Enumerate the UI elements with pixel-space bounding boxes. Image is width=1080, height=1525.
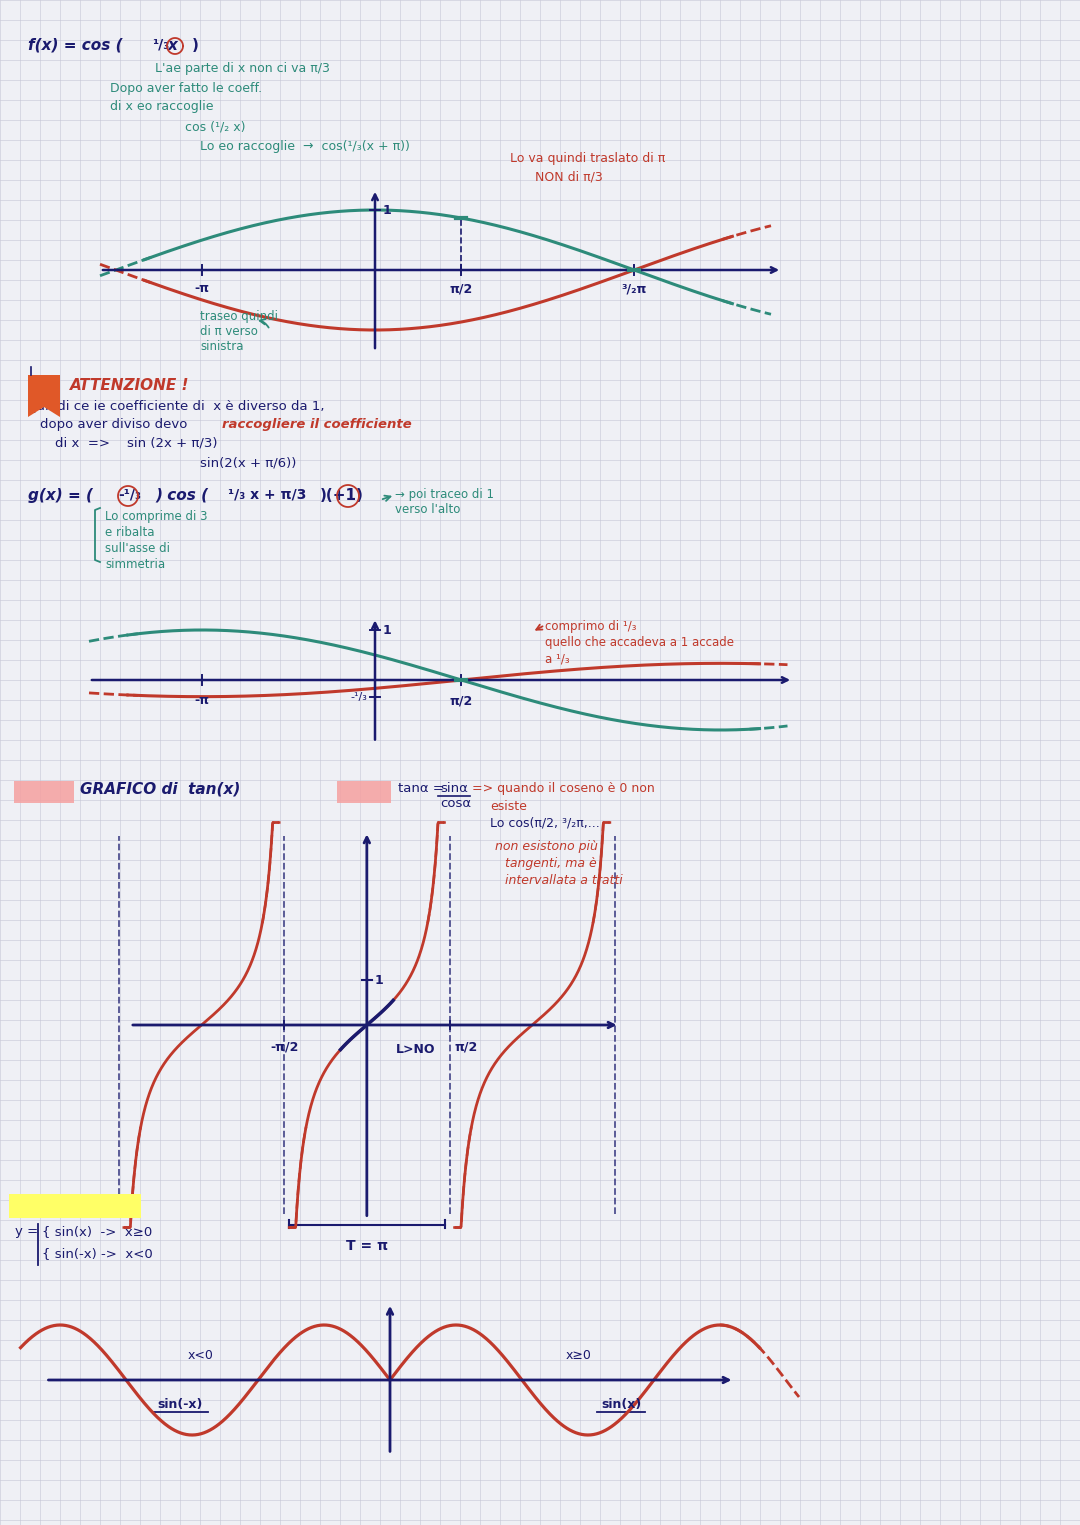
Text: 1: 1 (375, 973, 383, 987)
Text: di x  =>    sin (2x + π/3): di x => sin (2x + π/3) (55, 436, 217, 448)
Text: tanα =: tanα = (399, 782, 444, 795)
Text: { sin(x)  ->  x≥0: { sin(x) -> x≥0 (42, 1225, 152, 1238)
Text: ¹/₃ x + π/3: ¹/₃ x + π/3 (228, 488, 307, 502)
Text: intervallata a tratti: intervallata a tratti (505, 874, 623, 888)
Text: tangenti, ma è: tangenti, ma è (505, 857, 597, 869)
Text: GRAFICO di  tan(x): GRAFICO di tan(x) (80, 782, 241, 798)
Text: cos (¹/₂ x): cos (¹/₂ x) (185, 120, 245, 133)
Text: verso l'alto: verso l'alto (395, 503, 460, 515)
Text: Dopo aver fatto le coeff.: Dopo aver fatto le coeff. (110, 82, 262, 95)
Text: a ¹/₃: a ¹/₃ (545, 653, 569, 665)
Text: ¹/₃: ¹/₃ (152, 38, 170, 52)
Text: non esistono più: non esistono più (495, 840, 598, 852)
FancyBboxPatch shape (14, 781, 75, 804)
Text: -π: -π (194, 694, 210, 708)
Text: T = π: T = π (346, 1240, 388, 1254)
Text: 1: 1 (383, 624, 392, 636)
Text: traseo quindi: traseo quindi (200, 310, 278, 323)
Text: → poi traceo di 1: → poi traceo di 1 (395, 488, 494, 502)
Text: ³/₂π: ³/₂π (621, 282, 647, 294)
Text: e ribalta: e ribalta (105, 526, 154, 538)
Text: Lo comprime di 3: Lo comprime di 3 (105, 509, 207, 523)
Text: raccogliere il coefficiente: raccogliere il coefficiente (222, 418, 411, 432)
Text: x≥0: x≥0 (566, 1350, 592, 1362)
Text: ATTENZIONE !: ATTENZIONE ! (70, 378, 189, 393)
Text: comprimo di ¹/₃: comprimo di ¹/₃ (545, 621, 636, 633)
Text: ): ) (192, 38, 199, 53)
Text: -¹/₃: -¹/₃ (350, 692, 367, 702)
Text: f(x) = cos (: f(x) = cos ( (28, 38, 123, 53)
Text: sin(2(x + π/6)): sin(2(x + π/6)) (200, 456, 296, 470)
Text: π/2: π/2 (449, 694, 473, 708)
Text: NON di π/3: NON di π/3 (535, 169, 603, 183)
Text: Lo va quindi traslato di π: Lo va quindi traslato di π (510, 152, 665, 165)
Text: -¹/₃: -¹/₃ (118, 488, 141, 502)
Text: L'ae parte di x non ci va π/3: L'ae parte di x non ci va π/3 (156, 63, 329, 75)
Text: cosα: cosα (440, 798, 471, 810)
Text: y = sin |x|: y = sin |x| (12, 1196, 105, 1214)
Text: dopo aver diviso devo: dopo aver diviso devo (40, 418, 195, 432)
FancyBboxPatch shape (9, 1194, 141, 1218)
Text: sin(-x): sin(-x) (158, 1398, 203, 1411)
Text: sinistra: sinistra (200, 340, 243, 352)
Text: g(x) = (: g(x) = ( (28, 488, 93, 503)
Text: sinα: sinα (440, 782, 468, 795)
Text: y =: y = (15, 1225, 38, 1238)
Text: sin(x): sin(x) (600, 1398, 642, 1411)
Text: -π: -π (194, 282, 210, 294)
Text: quello che accadeva a 1 accade: quello che accadeva a 1 accade (545, 636, 734, 650)
Text: ) cos (: ) cos ( (156, 488, 208, 503)
FancyBboxPatch shape (337, 781, 391, 804)
Text: quindi ce ie coefficiente di  x è diverso da 1,: quindi ce ie coefficiente di x è diverso… (28, 400, 324, 413)
Text: x: x (168, 38, 178, 53)
Text: di π verso: di π verso (200, 325, 258, 339)
Text: 1: 1 (383, 203, 392, 217)
Text: { sin(-x) ->  x<0: { sin(-x) -> x<0 (42, 1247, 152, 1260)
Polygon shape (28, 375, 60, 416)
Text: Lo cos(π/2, ³/₂π,...: Lo cos(π/2, ³/₂π,... (490, 817, 599, 830)
Text: => quando il coseno è 0 non: => quando il coseno è 0 non (472, 782, 654, 795)
Text: -π/2: -π/2 (270, 1040, 298, 1052)
Text: π/2: π/2 (449, 282, 473, 294)
Text: sull'asse di: sull'asse di (105, 541, 170, 555)
Text: simmetria: simmetria (105, 558, 165, 570)
Text: L>NO: L>NO (395, 1043, 435, 1055)
Text: )(+1): )(+1) (320, 488, 364, 503)
Text: π/2: π/2 (455, 1040, 477, 1052)
Text: di x eo raccoglie: di x eo raccoglie (110, 101, 214, 113)
Text: esiste: esiste (490, 801, 527, 813)
Text: Lo eo raccoglie  →  cos(¹/₃(x + π)): Lo eo raccoglie → cos(¹/₃(x + π)) (200, 140, 410, 153)
Text: x<0: x<0 (188, 1350, 214, 1362)
